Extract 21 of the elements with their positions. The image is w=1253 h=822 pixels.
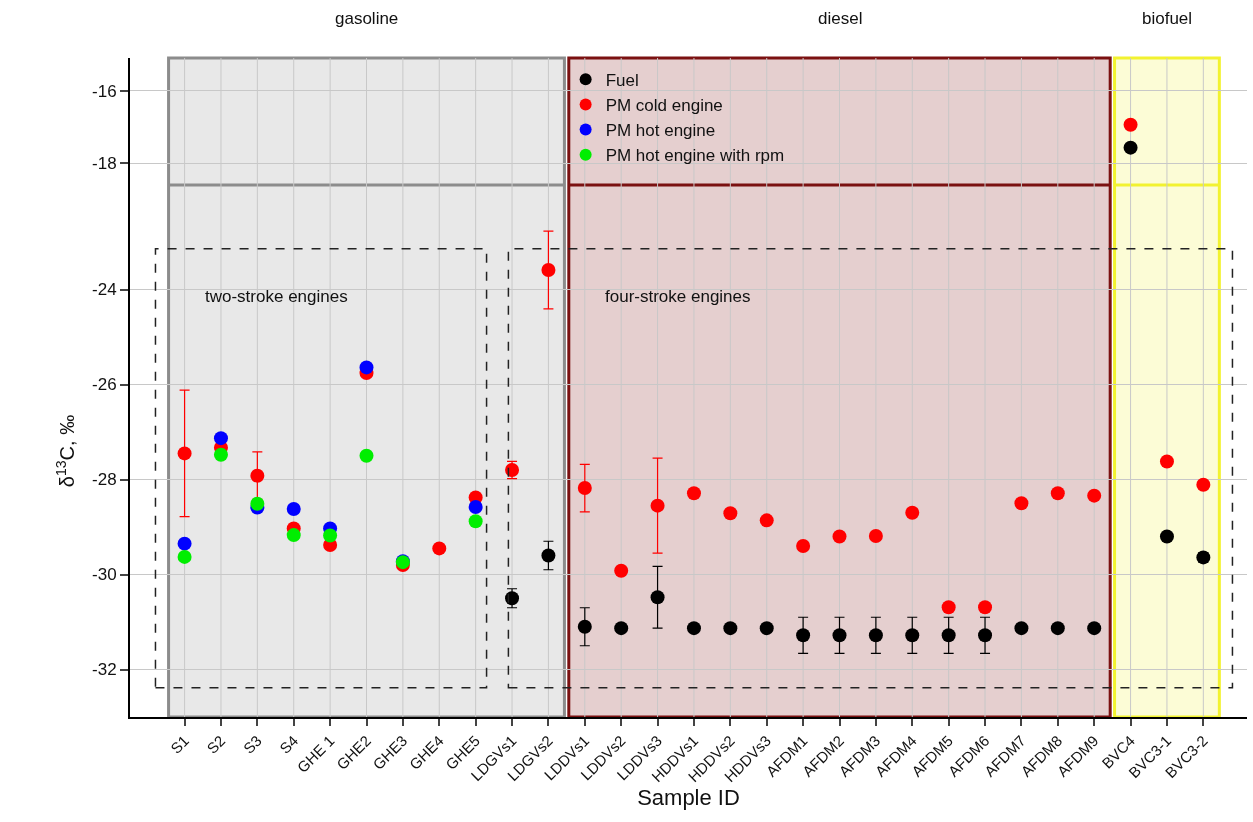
y-tick-label: -32 xyxy=(92,660,117,680)
annotation: two-stroke engines xyxy=(205,287,348,306)
band-label: biofuel xyxy=(1142,9,1193,28)
x-tick-label: S3 xyxy=(239,731,265,757)
x-axis-title: Sample ID xyxy=(637,785,740,811)
x-tick-label: S4 xyxy=(276,731,302,757)
annotation: four-stroke engines xyxy=(605,287,751,306)
legend-label: PM hot engine with rpm xyxy=(605,146,785,166)
x-tick-label: S1 xyxy=(167,731,192,757)
legend-label: PM cold engine xyxy=(605,96,723,116)
y-tick-label: -30 xyxy=(92,565,117,585)
legend-label: PM hot engine xyxy=(605,121,716,141)
band-label: diesel xyxy=(818,9,863,28)
y-tick-label: -24 xyxy=(92,280,117,300)
band-label: gasoline xyxy=(335,9,399,28)
y-tick-label: -28 xyxy=(92,470,117,490)
x-tick-label: S2 xyxy=(203,731,229,757)
y-tick-label: -16 xyxy=(92,81,117,101)
y-tick-label: -26 xyxy=(92,375,117,395)
legend-label: Fuel xyxy=(605,70,639,90)
y-tick-label: -18 xyxy=(92,154,117,174)
